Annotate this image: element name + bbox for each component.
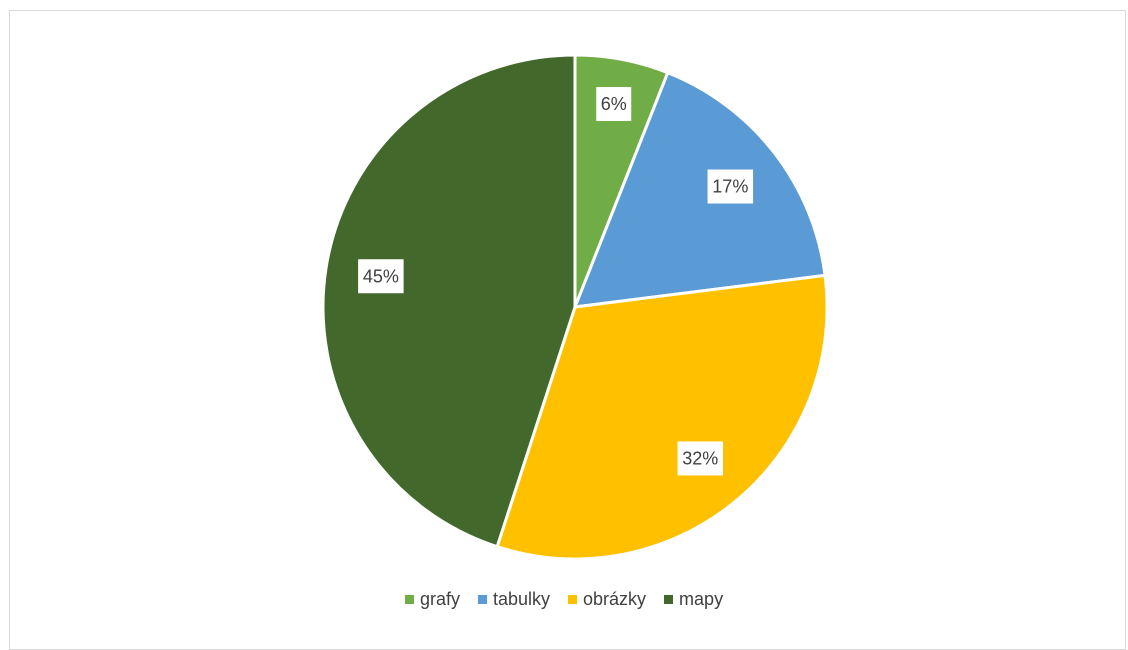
legend-label: obrázky xyxy=(583,589,647,609)
legend-swatch xyxy=(477,595,487,604)
legend-label: grafy xyxy=(419,589,460,609)
data-label-tabulky: 17% xyxy=(707,169,754,204)
data-label-mapy: 45% xyxy=(358,259,404,294)
data-label-text: 17% xyxy=(712,177,748,197)
legend-item-grafy: grafy xyxy=(404,589,460,610)
data-label-text: 32% xyxy=(682,448,718,468)
pie-slice-tabulky xyxy=(573,71,827,309)
data-label-box xyxy=(707,169,754,204)
data-label-text: 45% xyxy=(363,266,399,286)
pie-slice-mapy xyxy=(321,53,577,549)
legend-swatch xyxy=(404,595,414,604)
data-label-obrazky: 32% xyxy=(677,441,724,476)
pie-chart: 6% 17% 32% 45% xyxy=(321,53,829,561)
pie-slice-obrazky xyxy=(495,273,829,561)
legend-label: tabulky xyxy=(492,589,551,609)
data-label-box xyxy=(677,441,724,476)
legend-item-tabulky: tabulky xyxy=(477,589,551,610)
legend-item-mapy: mapy xyxy=(664,589,723,610)
legend-swatch xyxy=(568,595,578,604)
legend-label: mapy xyxy=(679,589,724,609)
legend-item-obrazky: obrázky xyxy=(568,589,646,610)
data-label-box xyxy=(358,259,404,294)
chart-legend: grafy tabulky obrázky mapy xyxy=(0,589,1128,610)
data-label-box xyxy=(596,87,632,122)
data-label-grafy: 6% xyxy=(596,87,632,122)
data-label-text: 6% xyxy=(601,94,627,114)
legend-swatch xyxy=(664,595,674,604)
